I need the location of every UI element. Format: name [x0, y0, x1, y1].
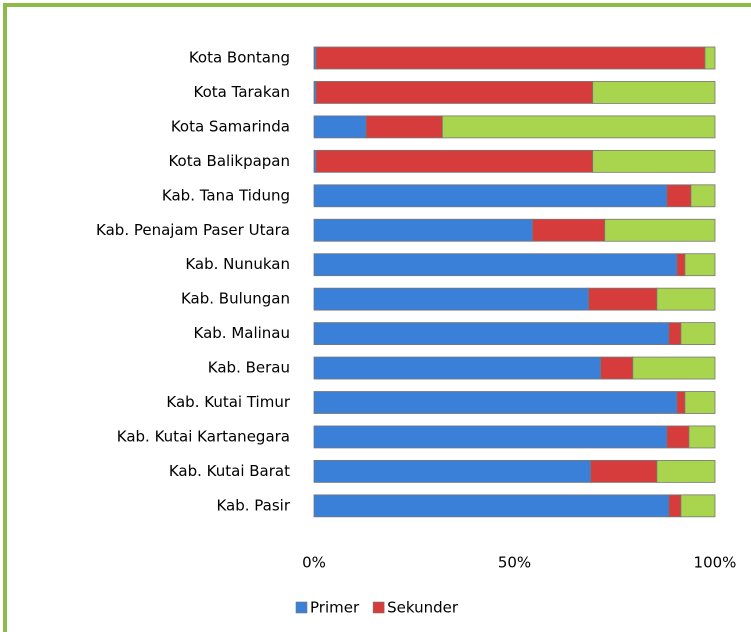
bar-segment	[532, 218, 606, 242]
bar-segment	[632, 356, 716, 380]
bar-segment	[680, 322, 716, 346]
bar-segment	[441, 115, 716, 139]
bar-segment	[604, 218, 716, 242]
bar-segment	[666, 184, 692, 208]
y-tick-label: Kab. Berau	[208, 359, 290, 377]
y-tick-label: Kab. Bulungan	[181, 290, 290, 308]
bar-segment	[600, 356, 634, 380]
frame	[3, 3, 751, 632]
legend-swatch	[295, 601, 308, 614]
bar-segment	[668, 494, 682, 518]
bar-segment	[680, 494, 716, 518]
y-tick-label: Kab. Kutai Kartanegara	[117, 427, 290, 445]
bar-segment	[315, 149, 594, 173]
bar-segment	[656, 287, 716, 311]
y-tick-label: Kab. Kutai Timur	[166, 393, 290, 411]
bar-segment	[313, 184, 668, 208]
y-tick-label: Kab. Malinau	[194, 324, 291, 342]
y-tick-label: Kota Samarinda	[171, 117, 290, 135]
bar-segment	[315, 81, 594, 104]
bar-segment	[666, 425, 690, 449]
x-tick-label: 50%	[498, 554, 531, 572]
bar-segment	[315, 46, 706, 70]
bar-segment	[313, 253, 678, 277]
bar-segment	[676, 391, 686, 414]
bar-segment	[313, 218, 533, 242]
bar-segment	[592, 149, 716, 173]
bar-segment	[656, 459, 716, 483]
y-tick-label: Kab. Penajam Paser Utara	[96, 221, 290, 239]
bar-segment	[684, 391, 716, 414]
x-tick-label: 100%	[694, 554, 737, 572]
bar-segment	[704, 46, 716, 70]
y-tick-label: Kab. Tana Tidung	[162, 186, 290, 204]
bar-segment	[313, 322, 670, 346]
bar-segment	[313, 494, 670, 518]
bar-segment	[668, 322, 682, 346]
y-tick-label: Kota Tarakan	[194, 83, 290, 101]
bar-segment	[313, 425, 668, 449]
legend-swatch	[372, 601, 385, 614]
bar-segment	[313, 287, 590, 311]
bar-segment	[690, 184, 716, 208]
bar-segment	[313, 391, 678, 414]
bar-segment	[592, 81, 716, 104]
bar-segment	[676, 253, 686, 277]
bar-segment	[688, 425, 716, 449]
y-tick-label: Kota Balikpapan	[168, 152, 290, 170]
legend-label: Primer	[310, 599, 360, 617]
y-tick-label: Kab. Nunukan	[185, 255, 290, 273]
bar-segment	[588, 287, 658, 311]
y-tick-label: Kab. Kutai Barat	[169, 462, 290, 480]
y-tick-label: Kab. Pasir	[216, 496, 290, 514]
bar-segment	[313, 459, 592, 483]
legend-label: Sekunder	[387, 599, 459, 617]
bar-segment	[590, 459, 658, 483]
y-tick-label: Kota Bontang	[189, 49, 290, 67]
bar-segment	[365, 115, 443, 139]
bar-segment	[684, 253, 716, 277]
x-tick-label: 0%	[302, 554, 326, 572]
bar-segment	[313, 115, 367, 139]
bar-segment	[313, 356, 602, 380]
